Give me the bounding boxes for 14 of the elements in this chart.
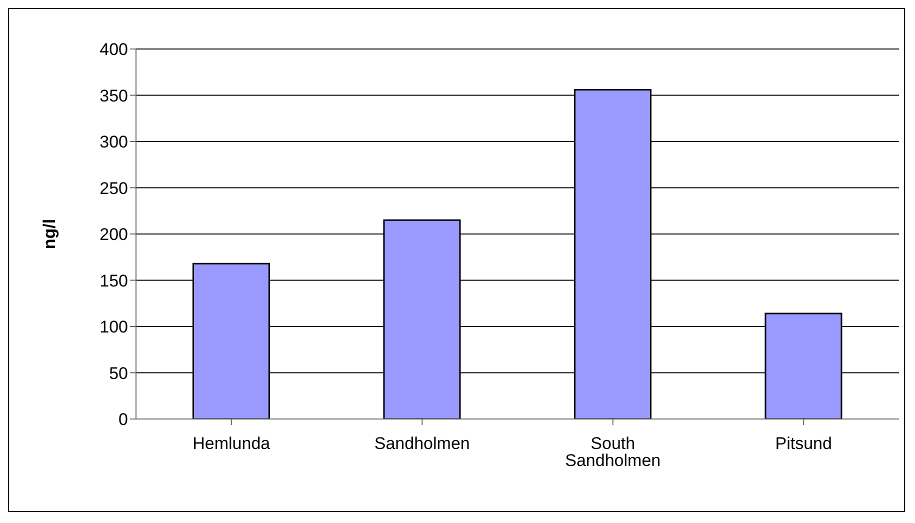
x-tick-label: Hemlunda	[192, 434, 271, 454]
y-tick-label: 400	[100, 40, 128, 60]
y-tick-label: 300	[100, 132, 128, 152]
y-tick-label: 200	[100, 225, 128, 244]
y-tick-label: 350	[100, 86, 128, 106]
x-tick-label: Pitsund	[775, 434, 832, 454]
x-tick-label: Sandholmen	[374, 434, 470, 454]
x-tick-label: South Sandholmen	[565, 434, 661, 470]
y-tick-label: 0	[118, 410, 128, 430]
y-tick-label: 150	[100, 271, 128, 290]
y-axis-title: ng/l	[40, 218, 60, 250]
y-tick-label: 50	[109, 364, 128, 383]
y-tick-label: 100	[100, 318, 128, 337]
y-tick-label: 250	[100, 178, 128, 198]
